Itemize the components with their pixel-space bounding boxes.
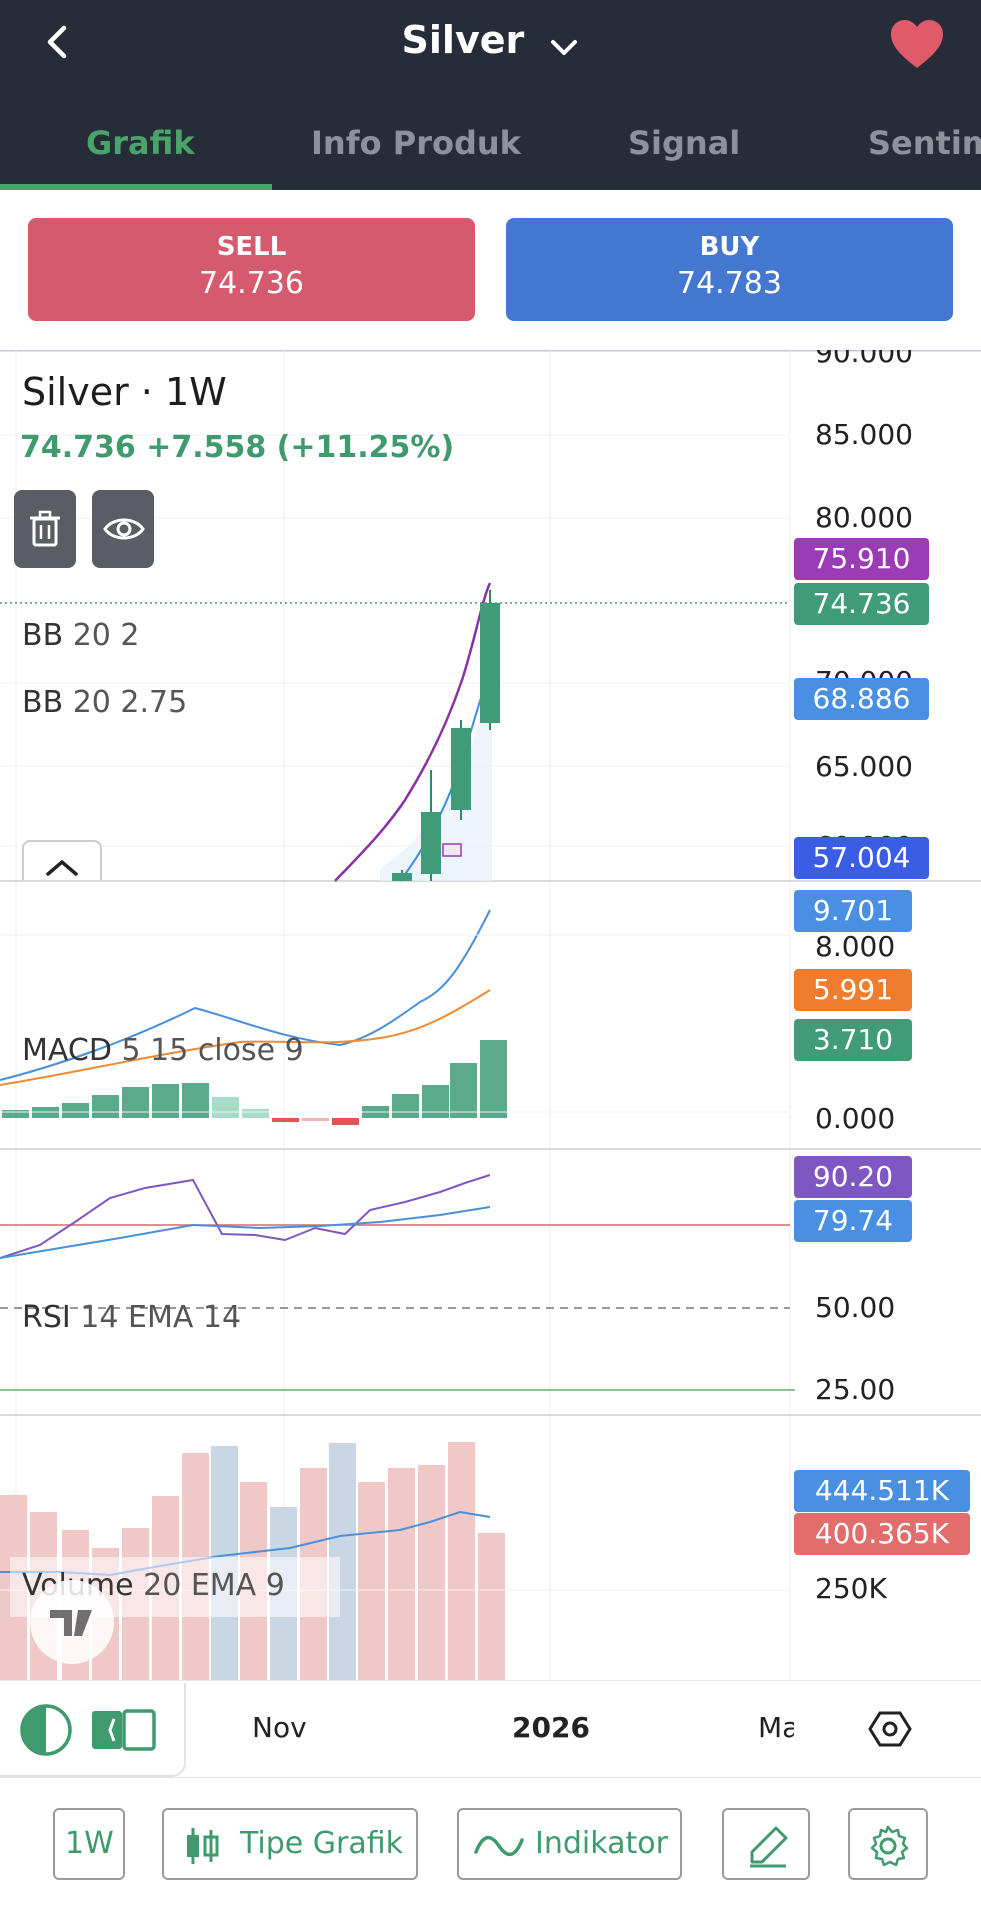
- indicator-label: Indikator: [535, 1826, 668, 1861]
- top-bar: Silver: [0, 0, 981, 108]
- bb1-params: 20 2: [72, 618, 140, 653]
- rsi-line: [0, 1174, 491, 1259]
- trash-icon: [30, 510, 60, 547]
- price-axis-label: 85.000: [815, 418, 913, 451]
- buy-button[interactable]: BUY 74.783: [506, 218, 953, 321]
- settings-button[interactable]: [848, 1808, 928, 1880]
- interval-label: 1W: [65, 1826, 114, 1861]
- macd-legend[interactable]: MACD 5 15 close 9: [22, 1033, 304, 1068]
- layout-toggle-icon: [92, 1709, 156, 1751]
- time-label-nov: Nov: [252, 1711, 307, 1744]
- rsi-legend[interactable]: RSI 14 EMA 14: [22, 1300, 241, 1335]
- rsi-axis-label: 50.00: [815, 1291, 896, 1324]
- pen-icon: [750, 1826, 788, 1868]
- chart-style-toggle[interactable]: [0, 1683, 186, 1777]
- price-axis-label: 70.000: [815, 665, 913, 679]
- toggle-visibility-button[interactable]: [92, 490, 154, 568]
- macd-signal-tag: 5.991: [794, 969, 912, 1011]
- sell-button[interactable]: SELL 74.736: [28, 218, 475, 321]
- volume-value-tag: 400.365K: [794, 1513, 970, 1555]
- chart-symbol-title: Silver · 1W: [22, 370, 227, 414]
- candlesticks: [392, 590, 500, 881]
- page-title: Silver: [401, 18, 525, 62]
- tab-sentimen[interactable]: Sentim: [868, 124, 981, 162]
- candlestick-icon: [187, 1828, 219, 1864]
- macd-axis-label: 0.000: [815, 1102, 896, 1135]
- collapse-legend-button[interactable]: [22, 840, 102, 880]
- rsi-value-tag: 90.20: [794, 1156, 912, 1198]
- bb2-params: 20 2.75: [72, 685, 188, 720]
- delete-indicator-button[interactable]: [14, 490, 76, 568]
- bb-middle-price-tag: 68.886: [794, 678, 929, 720]
- chart-type-button[interactable]: Tipe Grafik: [162, 1808, 418, 1880]
- bollinger-upper-line: [334, 582, 492, 882]
- time-label-2026: 2026: [512, 1711, 590, 1744]
- tab-bar: Grafik Info Produk Signal Sentim: [0, 108, 981, 190]
- bb2-legend[interactable]: BB 20 2.75: [22, 685, 187, 720]
- rsi-params: 14 EMA 14: [80, 1300, 242, 1335]
- price-axis-label: 65.000: [815, 750, 913, 783]
- active-tab-indicator: [0, 184, 272, 190]
- time-axis[interactable]: Nov 2026 Ma: [0, 1680, 981, 1778]
- tradingview-logo: [30, 1580, 114, 1664]
- rsi-name: RSI: [22, 1300, 71, 1335]
- macd-axis-label: 8.000: [815, 930, 896, 963]
- macd-signal-line: [0, 989, 491, 1086]
- tab-info-produk[interactable]: Info Produk: [311, 124, 521, 162]
- price-change: 74.736 +7.558 (+11.25%): [20, 430, 455, 465]
- macd-histogram-tag: 3.710: [794, 1019, 912, 1061]
- bb-lower-price-tag: 57.004: [794, 837, 929, 879]
- macd-line: [0, 909, 491, 1081]
- macd-name: MACD: [22, 1033, 112, 1068]
- chart-settings-hex-icon[interactable]: [868, 1707, 912, 1751]
- volume-ema-tag: 444.511K: [794, 1470, 970, 1512]
- last-price-tag: 74.736: [794, 583, 929, 625]
- drawing-tool-button[interactable]: [722, 1808, 810, 1880]
- bb1-name: BB: [22, 618, 64, 653]
- tab-signal[interactable]: Signal: [628, 124, 741, 162]
- trade-panel: SELL 74.736 BUY 74.783: [0, 190, 981, 350]
- time-label-mar: Ma: [758, 1711, 794, 1744]
- indicator-button[interactable]: Indikator: [457, 1808, 682, 1880]
- sell-price: 74.736: [199, 266, 304, 301]
- chart-area[interactable]: Silver · 1W 74.736 +7.558 (+11.25%) BB 2…: [0, 350, 981, 1680]
- rsi-ema-tag: 79.74: [794, 1200, 912, 1242]
- bottom-toolbar: 1W Tipe Grafik Indikator: [0, 1778, 981, 1920]
- volume-params: 20 EMA 9: [143, 1568, 285, 1603]
- volume-axis-label: 250K: [815, 1572, 887, 1605]
- bb1-legend[interactable]: BB 20 2: [22, 618, 140, 653]
- chart-type-label: Tipe Grafik: [240, 1826, 404, 1861]
- rsi-ema-line: [0, 1206, 491, 1259]
- eye-icon: [103, 518, 145, 540]
- price-axis-label: 90.000: [815, 350, 913, 369]
- symbol-selector[interactable]: Silver: [0, 18, 981, 62]
- bb2-name: BB: [22, 685, 64, 720]
- interval-button[interactable]: 1W: [53, 1808, 125, 1880]
- back-icon[interactable]: [38, 22, 78, 62]
- price-axis-label: 80.000: [815, 501, 913, 534]
- favorite-heart-icon[interactable]: [889, 18, 945, 70]
- gear-icon: [870, 1825, 909, 1867]
- macd-value-tag: 9.701: [794, 890, 912, 932]
- buy-price: 74.783: [677, 266, 782, 301]
- chevron-down-icon: [549, 28, 579, 58]
- macd-params: 5 15 close 9: [121, 1033, 304, 1068]
- rsi-axis-label: 25.00: [815, 1373, 896, 1406]
- tab-grafik[interactable]: Grafik: [86, 124, 195, 162]
- sell-label: SELL: [216, 232, 287, 262]
- contrast-icon: [20, 1704, 72, 1756]
- chevron-up-icon: [46, 859, 78, 876]
- bb-upper-price-tag: 75.910: [794, 538, 929, 580]
- buy-label: BUY: [699, 232, 760, 262]
- wave-icon: [474, 1836, 524, 1856]
